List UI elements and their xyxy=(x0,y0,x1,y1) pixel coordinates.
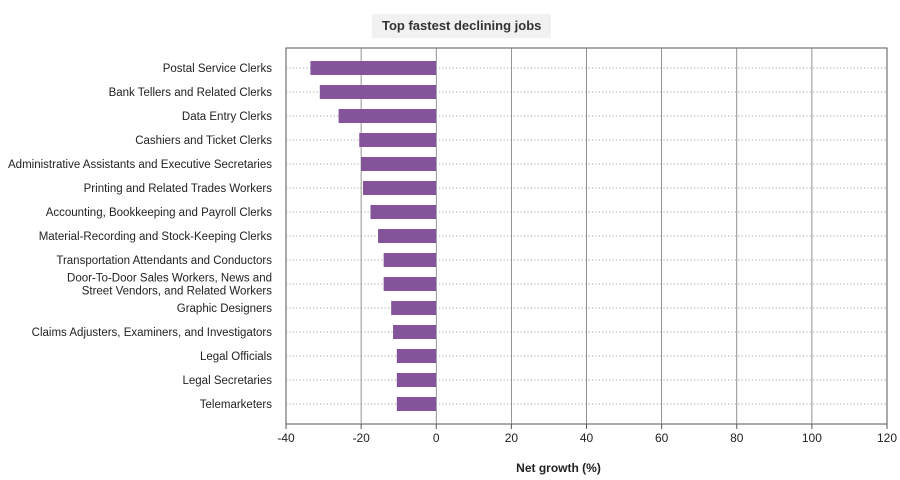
x-tick-label: 60 xyxy=(655,431,669,445)
x-tick-label: 80 xyxy=(730,431,744,445)
category-label: Material-Recording and Stock-Keeping Cle… xyxy=(39,231,273,243)
category-label: Street Vendors, and Related Workers xyxy=(82,286,273,298)
category-label: Telemarketers xyxy=(200,399,272,411)
bar xyxy=(396,349,437,363)
chart-title: Top fastest declining jobs xyxy=(372,14,552,38)
x-tick-label: 20 xyxy=(505,431,519,445)
bar xyxy=(396,397,437,411)
x-tick-label: -20 xyxy=(352,431,370,445)
bar xyxy=(363,181,437,195)
category-label: Administrative Assistants and Executive … xyxy=(8,159,272,171)
x-tick-label: 120 xyxy=(877,431,897,445)
category-label: Claims Adjusters, Examiners, and Investi… xyxy=(32,327,273,339)
category-label: Cashiers and Ticket Clerks xyxy=(135,135,272,147)
category-label: Legal Officials xyxy=(200,351,272,363)
category-label: Data Entry Clerks xyxy=(182,111,272,123)
category-label: Printing and Related Trades Workers xyxy=(84,183,273,195)
category-label: Legal Secretaries xyxy=(183,375,273,387)
bar xyxy=(393,325,437,339)
bar xyxy=(361,157,437,171)
bar xyxy=(359,133,437,147)
bar xyxy=(396,373,437,387)
bar xyxy=(378,229,437,243)
x-tick-label: 40 xyxy=(580,431,594,445)
bar xyxy=(338,109,437,123)
category-label: Accounting, Bookkeeping and Payroll Cler… xyxy=(46,207,273,219)
bar xyxy=(383,253,437,267)
bar xyxy=(370,205,437,219)
x-tick-label: 0 xyxy=(433,431,440,445)
x-tick-label: -40 xyxy=(277,431,295,445)
bar xyxy=(310,61,437,75)
category-label: Graphic Designers xyxy=(177,303,272,315)
bar xyxy=(319,85,437,99)
bar xyxy=(391,301,437,315)
category-label: Bank Tellers and Related Clerks xyxy=(109,87,273,99)
x-axis-title: Net growth (%) xyxy=(516,461,601,475)
x-tick-label: 100 xyxy=(802,431,822,445)
category-label: Transportation Attendants and Conductors xyxy=(56,255,272,267)
bar xyxy=(383,277,437,291)
category-label: Postal Service Clerks xyxy=(163,63,273,75)
category-label: Door-To-Door Sales Workers, News and xyxy=(67,273,272,285)
